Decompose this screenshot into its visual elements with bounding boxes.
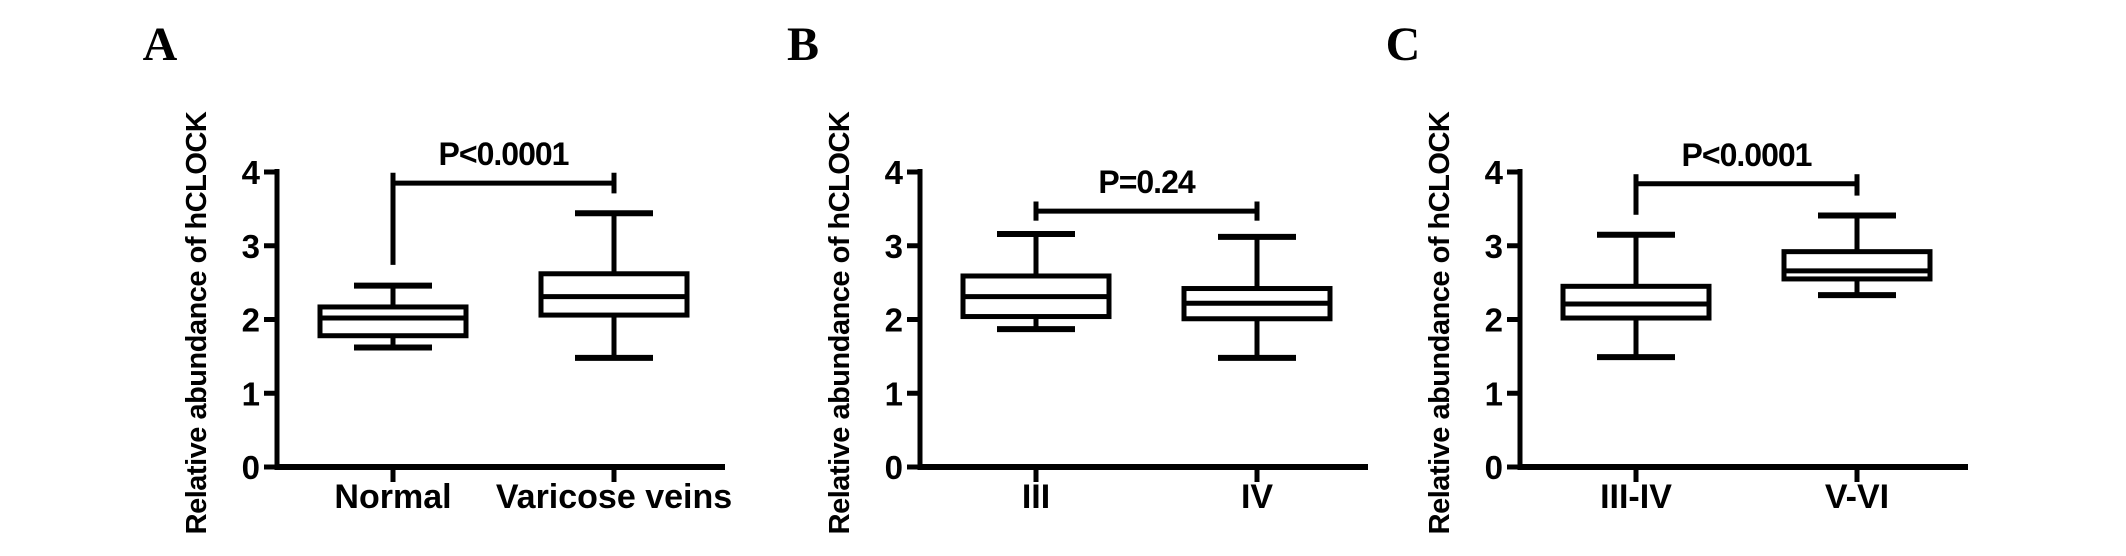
panel-b: B Relative abundance of hCLOCK 0 1 2 3 4 III IV P… [787,18,1368,534]
x-category-label: V-VI [1825,478,1889,516]
box-plot-left [960,230,1112,333]
y-axis-title: Relative abundance of hCLOCK [181,111,213,534]
y-tick-label: 4 [885,154,904,191]
panel-letter: A [143,18,178,71]
y-tick-label: 1 [1485,375,1503,412]
y-tick-label: 4 [242,154,261,191]
y-axis-title: Relative abundance of hCLOCK [824,111,856,534]
iqr-box [317,304,469,339]
box-plot-right [1781,212,1933,299]
y-tick-label: 3 [1485,228,1503,265]
y-tick-label: 1 [242,375,260,412]
x-category-label: III-IV [1600,478,1672,516]
panel-a: A Relative abundance of hCLOCK 0 1 2 3 4 Normal… [143,18,732,534]
y-tick-label: 3 [242,228,260,265]
y-tick-label: 1 [885,375,903,412]
x-category-label: III [1022,478,1050,516]
y-axis-title: Relative abundance of hCLOCK [1424,111,1456,534]
y-tick-label: 4 [1485,154,1504,191]
y-tick-label: 0 [885,449,903,486]
panel-letter: B [787,18,819,71]
iqr-box [1781,249,1933,282]
x-category-label: Varicose veins [496,478,732,516]
x-category-label: Normal [334,478,451,516]
box-plot-left [1560,231,1712,361]
y-tick-label: 2 [885,302,903,339]
p-value-label: P=0.24 [1098,164,1196,200]
p-value-label: P<0.0001 [1682,137,1812,173]
box-plot-right [1181,233,1333,361]
y-tick-label: 0 [1485,449,1503,486]
box-plot-right [538,210,690,361]
y-tick-label: 2 [1485,302,1503,339]
panel-c: C Relative abundance of hCLOCK 0 1 2 3 4 III-IV… [1386,18,1968,534]
panel-letter: C [1386,18,1421,71]
y-tick-label: 2 [242,302,260,339]
p-value-label: P<0.0001 [439,136,569,172]
x-category-label: IV [1241,478,1273,516]
y-tick-label: 3 [885,228,903,265]
y-tick-label: 0 [242,449,260,486]
box-plot-left [317,282,469,351]
